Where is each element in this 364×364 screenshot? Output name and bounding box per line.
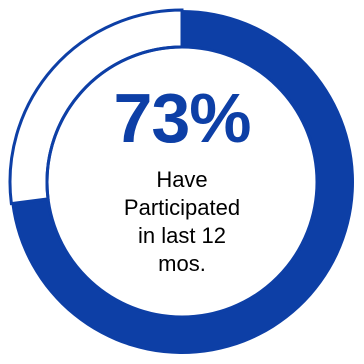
caption-line-3: in last 12: [137, 223, 227, 248]
caption-line-2: Participated: [123, 195, 241, 220]
donut-inner-edge: [45, 45, 319, 319]
center-label: 73% Have Participated in last 12 mos.: [62, 78, 302, 278]
caption-line-1: Have: [156, 167, 208, 192]
caption-line-4: mos.: [158, 251, 206, 276]
donut-segments: [8, 8, 355, 354]
percent-value: 73%: [113, 79, 251, 157]
